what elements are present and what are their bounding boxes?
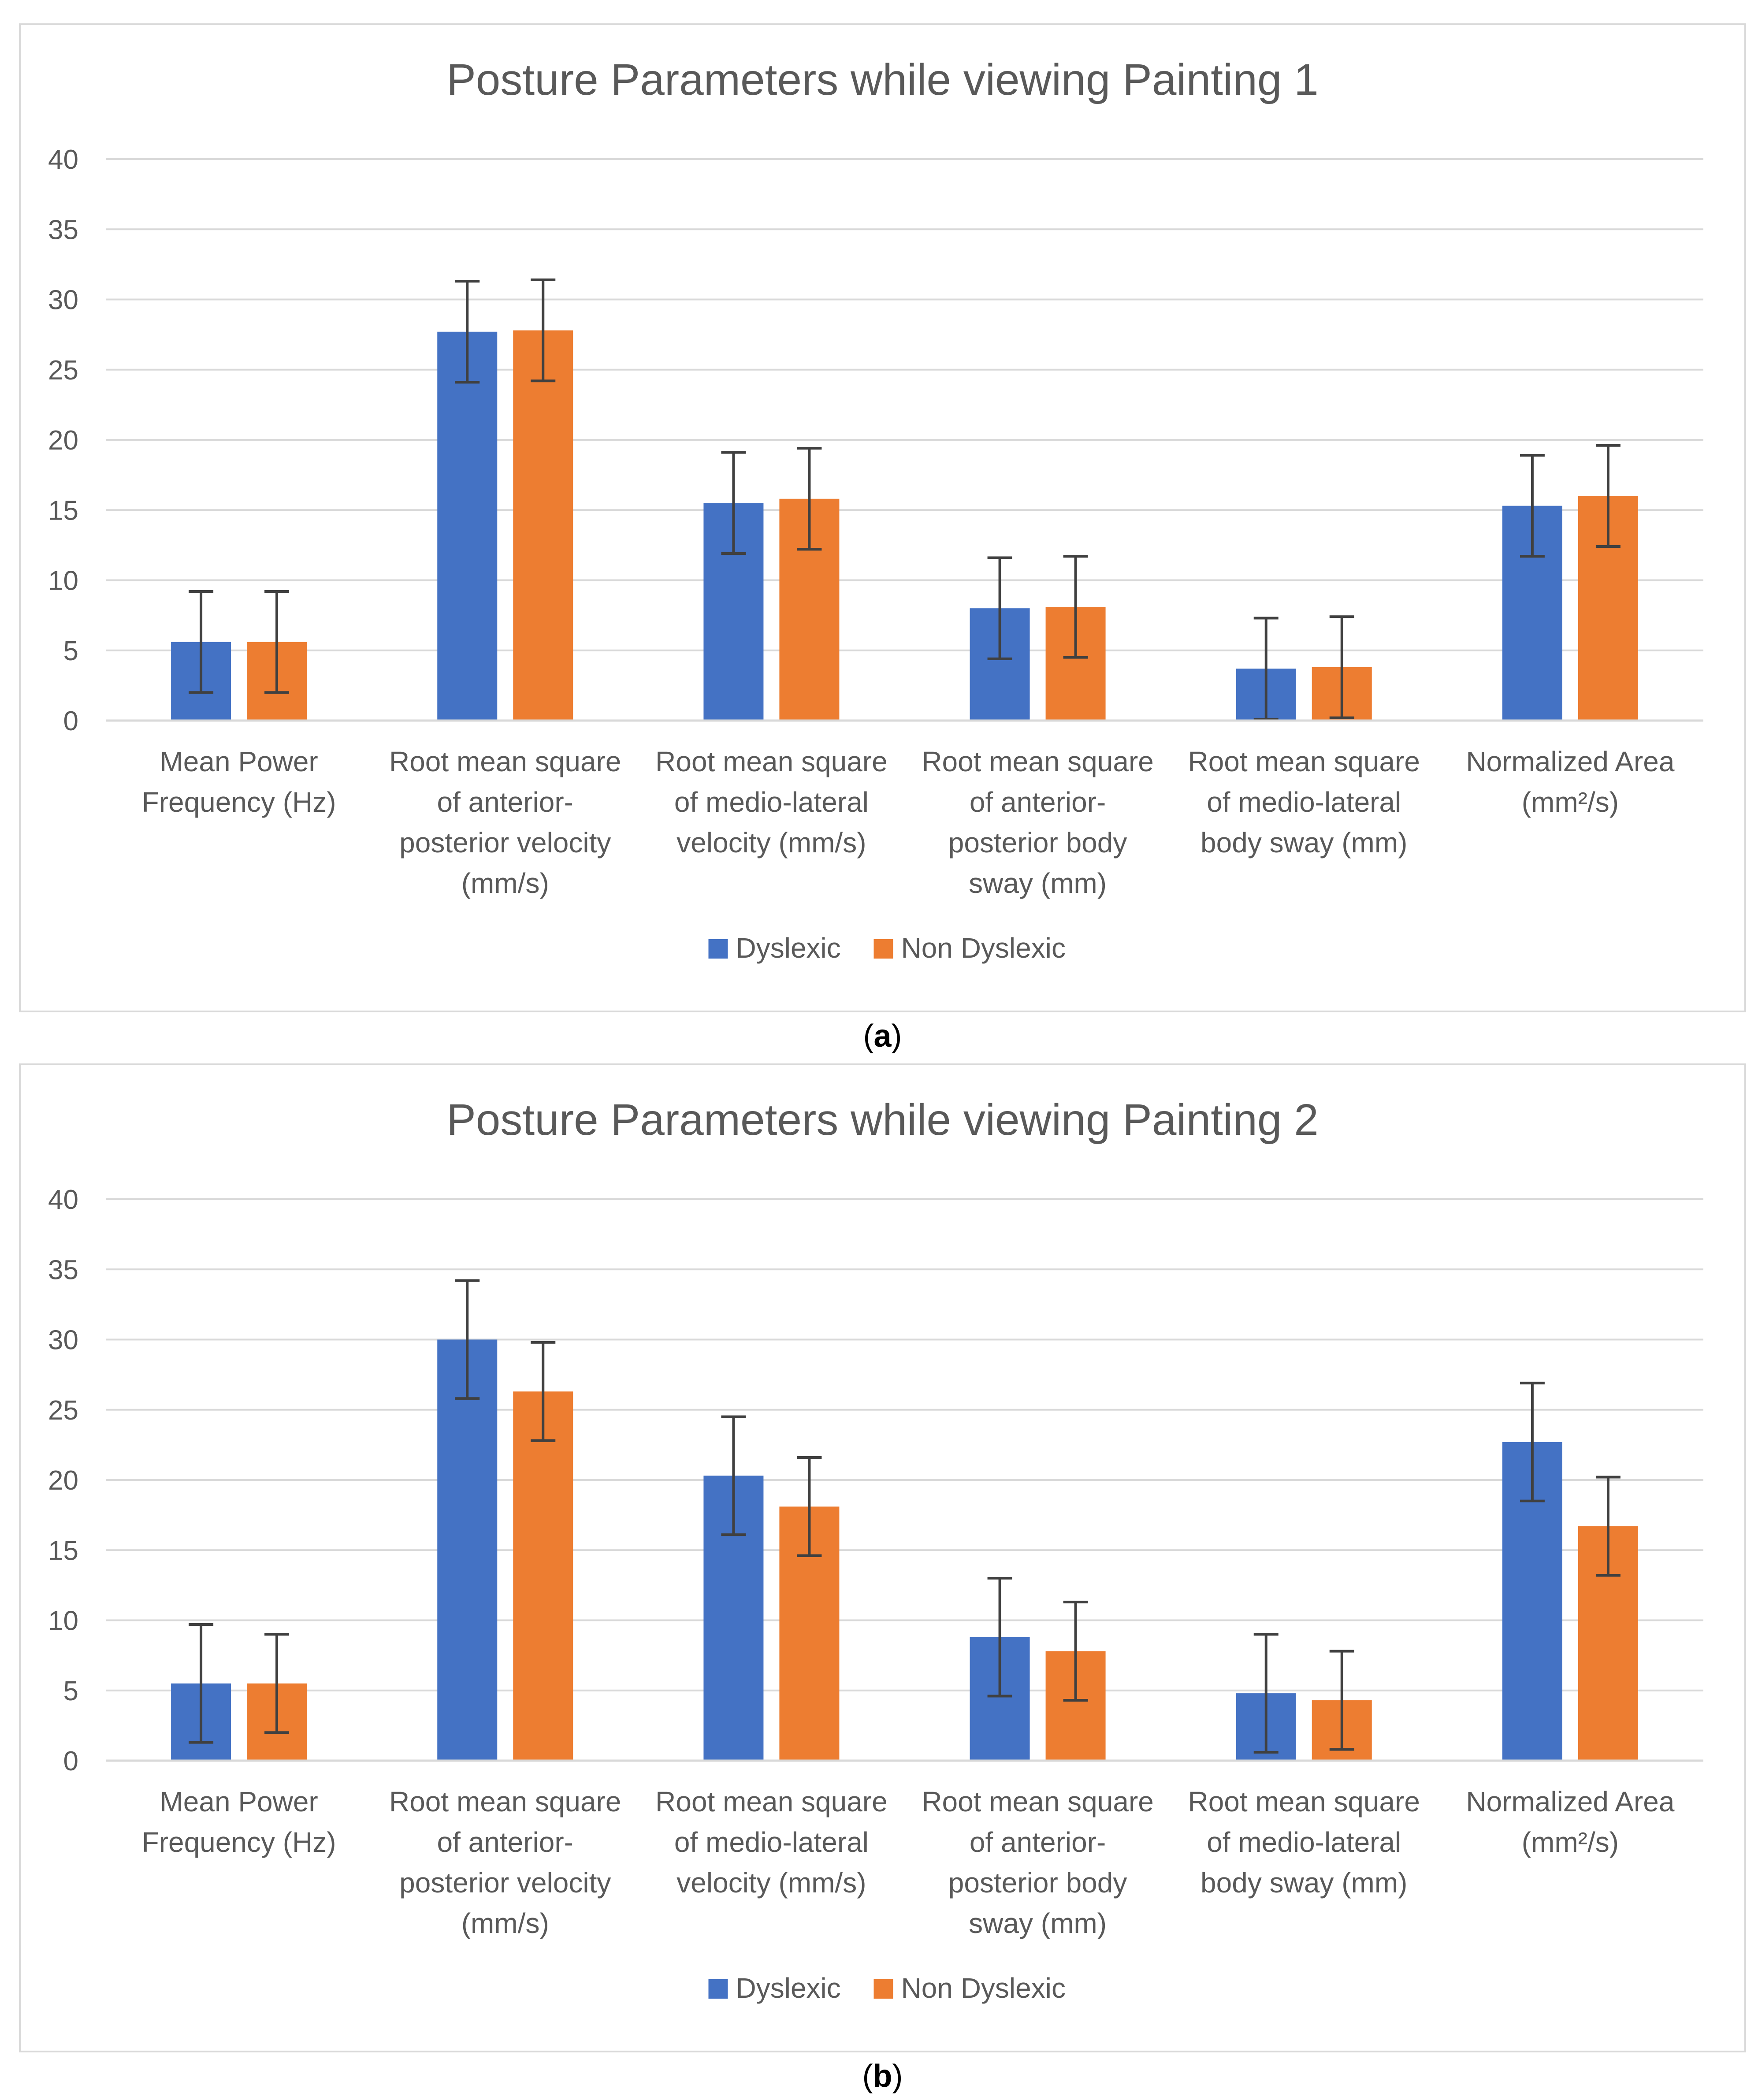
x-category-label: Root mean square of anterior-posterior ve… bbox=[389, 1786, 621, 1939]
panel-caption-letter: b bbox=[873, 2059, 892, 2094]
panel-caption-letter: a bbox=[873, 1018, 892, 1054]
legend: Dyslexic Non Dyslexic bbox=[708, 1972, 1066, 2004]
y-tick-label: 10 bbox=[48, 1606, 78, 1636]
x-category-label-line: posterior velocity bbox=[399, 1867, 611, 1899]
x-category-label-line: (mm/s) bbox=[461, 867, 549, 899]
chart-frame bbox=[19, 1063, 1746, 2052]
y-tick-label: 25 bbox=[48, 355, 78, 386]
x-category-label: Root mean square of medio-lateral body swa… bbox=[1188, 746, 1420, 859]
x-category-label-line: velocity (mm/s) bbox=[676, 1867, 866, 1899]
x-category-label-line: posterior body bbox=[948, 827, 1127, 859]
y-tick-label: 35 bbox=[48, 215, 78, 245]
x-category-label: Normalized Area (mm²/s) bbox=[1466, 1786, 1675, 1858]
x-category-label-line: of medio-lateral bbox=[1207, 786, 1401, 818]
y-tick-label: 25 bbox=[48, 1395, 78, 1426]
x-category-label-line: sway (mm) bbox=[969, 1907, 1107, 1939]
legend-label-dyslexic: Dyslexic bbox=[736, 932, 841, 964]
x-category-label-line: of medio-lateral bbox=[674, 786, 869, 818]
x-category-label: Mean Power Frequency (Hz) bbox=[142, 1786, 336, 1858]
x-category-label-line: Normalized Area bbox=[1466, 746, 1675, 777]
x-category-label-line: Normalized Area bbox=[1466, 1786, 1675, 1818]
chart-title: Posture Parameters while viewing Paintin… bbox=[446, 1095, 1319, 1145]
bar-dyslexic bbox=[437, 331, 498, 721]
legend-label-non-dyslexic: Non Dyslexic bbox=[901, 1972, 1066, 2004]
x-category-label-line: body sway (mm) bbox=[1200, 1867, 1407, 1899]
legend-swatch-non-dyslexic bbox=[873, 1979, 893, 1999]
chart-panel-b: Posture Parameters while viewing Paintin… bbox=[19, 1063, 1746, 2052]
y-tick-label: 0 bbox=[63, 1746, 78, 1777]
x-category-label-line: Frequency (Hz) bbox=[142, 786, 336, 818]
x-category-label: Root mean square of medio-lateral velocity… bbox=[655, 746, 888, 859]
y-tick-label: 20 bbox=[48, 425, 78, 456]
x-category-label: Root mean square of anterior-posterior ve… bbox=[389, 746, 621, 899]
bar-non-dyslexic bbox=[513, 1391, 573, 1761]
x-category-label-line: Root mean square bbox=[1188, 1786, 1420, 1818]
x-category-label-line: Root mean square bbox=[922, 1786, 1154, 1818]
x-category-label-line: Mean Power bbox=[160, 1786, 318, 1818]
y-tick-label: 40 bbox=[48, 1185, 78, 1215]
panel-caption-b: (b) bbox=[862, 2059, 903, 2094]
x-category-label: Root mean square of medio-lateral body swa… bbox=[1188, 1786, 1420, 1899]
x-category-label-line: of medio-lateral bbox=[674, 1826, 869, 1858]
bar-dyslexic bbox=[437, 1339, 498, 1761]
y-tick-label: 20 bbox=[48, 1465, 78, 1496]
y-tick-label: 35 bbox=[48, 1255, 78, 1285]
x-category-label-line: Root mean square bbox=[389, 746, 621, 777]
x-category-label-line: Root mean square bbox=[655, 1786, 888, 1818]
x-category-label-line: posterior body bbox=[948, 1867, 1127, 1899]
y-tick-label: 5 bbox=[63, 636, 78, 666]
y-tick-label: 5 bbox=[63, 1676, 78, 1706]
x-category-label-line: sway (mm) bbox=[969, 867, 1107, 899]
x-category-label-line: of anterior- bbox=[970, 1826, 1106, 1858]
x-category-label: Root mean square of medio-lateral velocity… bbox=[655, 1786, 888, 1899]
legend-label-dyslexic: Dyslexic bbox=[736, 1972, 841, 2004]
panel-caption-a: (a) bbox=[863, 1018, 902, 1054]
x-category-label-line: velocity (mm/s) bbox=[676, 827, 866, 859]
x-category-label-line: body sway (mm) bbox=[1200, 827, 1407, 859]
legend-label-non-dyslexic: Non Dyslexic bbox=[901, 932, 1066, 964]
x-category-label-line: (mm/s) bbox=[461, 1907, 549, 1939]
x-category-label-line: of anterior- bbox=[437, 786, 573, 818]
y-tick-label: 40 bbox=[48, 145, 78, 175]
x-category-label: Root mean square of anterior-posterior bo… bbox=[922, 1786, 1154, 1939]
y-tick-label: 10 bbox=[48, 566, 78, 596]
x-category-label-line: of anterior- bbox=[437, 1826, 573, 1858]
y-tick-label: 30 bbox=[48, 285, 78, 316]
x-category-label: Root mean square of anterior-posterior bo… bbox=[922, 746, 1154, 899]
y-tick-label: 15 bbox=[48, 495, 78, 526]
x-category-label-line: (mm²/s) bbox=[1522, 1826, 1619, 1858]
chart-frame bbox=[19, 23, 1746, 1012]
x-category-label-line: Root mean square bbox=[922, 746, 1154, 777]
x-category-label-line: Frequency (Hz) bbox=[142, 1826, 336, 1858]
x-category-label-line: posterior velocity bbox=[399, 827, 611, 859]
y-tick-label: 0 bbox=[63, 706, 78, 736]
x-category-label-line: Root mean square bbox=[389, 1786, 621, 1818]
chart-title: Posture Parameters while viewing Paintin… bbox=[446, 55, 1319, 104]
x-category-label-line: Root mean square bbox=[655, 746, 888, 777]
legend-swatch-non-dyslexic bbox=[873, 939, 893, 959]
x-category-label-line: of anterior- bbox=[970, 786, 1106, 818]
y-tick-label: 15 bbox=[48, 1535, 78, 1566]
x-category-label-line: of medio-lateral bbox=[1207, 1826, 1401, 1858]
x-category-label: Normalized Area (mm²/s) bbox=[1466, 746, 1675, 818]
legend-swatch-dyslexic bbox=[708, 939, 728, 959]
chart-panel-a: Posture Parameters while viewing Paintin… bbox=[19, 23, 1746, 1012]
y-tick-label: 30 bbox=[48, 1325, 78, 1356]
bar-non-dyslexic bbox=[513, 330, 573, 721]
x-category-label: Mean Power Frequency (Hz) bbox=[142, 746, 336, 818]
x-category-label-line: (mm²/s) bbox=[1522, 786, 1619, 818]
legend: Dyslexic Non Dyslexic bbox=[708, 932, 1066, 964]
x-category-label-line: Mean Power bbox=[160, 746, 318, 777]
legend-swatch-dyslexic bbox=[708, 1979, 728, 1999]
x-category-label-line: Root mean square bbox=[1188, 746, 1420, 777]
